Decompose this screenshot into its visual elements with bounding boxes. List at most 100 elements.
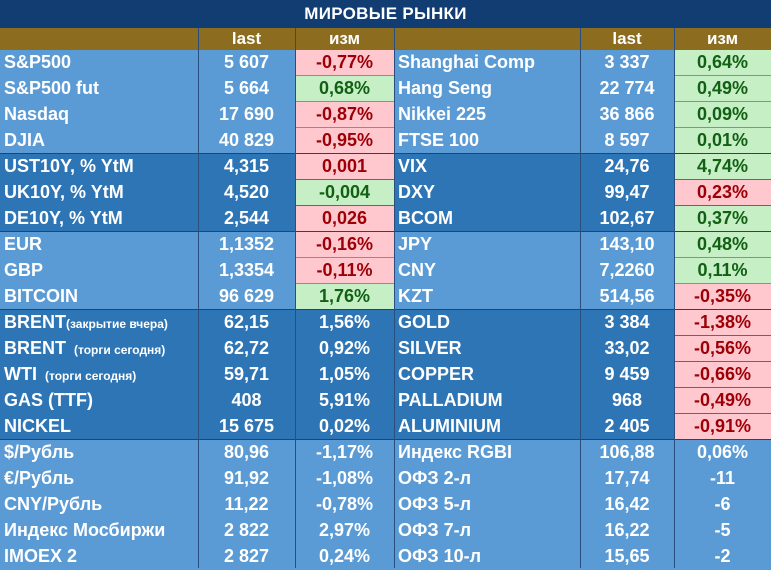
instrument-label: BRENT [4, 338, 66, 358]
change-value: -0,95% [295, 128, 394, 153]
last-value: 11,22 [224, 494, 269, 514]
change-value: -0,35% [674, 284, 771, 309]
change-value: -0,16% [295, 232, 394, 257]
instrument-name-left: €/Рубль [0, 466, 198, 491]
header-change-left: изм [295, 28, 394, 50]
last-value: 15,65 [604, 546, 650, 566]
last-value: 99,47 [604, 182, 650, 202]
last-value: 3 337 [604, 52, 650, 72]
instrument-label: Индекс RGBI [398, 442, 513, 462]
table-row: Nasdaq 17 690 -0,87% Nikkei 225 36 866 0,09% [0, 102, 771, 128]
last-value: 3 384 [604, 312, 650, 332]
last-value: 4,315 [223, 156, 270, 176]
last-value: 16,22 [604, 520, 650, 540]
instrument-name-right: CNY [394, 258, 580, 283]
change-value: 0,68% [295, 76, 394, 101]
change-value: 0,24% [318, 546, 371, 566]
table-row: S&P500 fut 5 664 0,68% Hang Seng 22 774 0,49% [0, 76, 771, 102]
change-value: 0,001 [295, 154, 394, 179]
instrument-name-right: GOLD [394, 310, 580, 335]
instrument-name-right: DXY [394, 180, 580, 205]
last-value: 15 675 [218, 416, 275, 436]
change-value: -0,66% [674, 362, 771, 387]
header-last-right: last [580, 28, 674, 50]
instrument-label: $/Рубль [4, 442, 75, 462]
change-value: -0,56% [674, 336, 771, 361]
change-value: -6 [714, 494, 731, 514]
instrument-label: Nasdaq [4, 104, 70, 124]
instrument-name-right: ОФЗ 7-л [394, 518, 580, 543]
table-title: МИРОВЫЕ РЫНКИ [0, 0, 771, 28]
instrument-name-right: Nikkei 225 [394, 102, 580, 127]
table-row: DE10Y, % YtM 2,544 0,026 BCOM 102,67 0,37% [0, 206, 771, 232]
table-row: Индекс Мосбиржи 2 822 2,97% ОФЗ 7-л 16,22 -5 [0, 518, 771, 544]
change-value: -5 [714, 520, 731, 540]
instrument-label: VIX [398, 156, 428, 176]
instrument-name-right: ОФЗ 5-л [394, 492, 580, 517]
table-row: $/Рубль 80,96 -1,17% Индекс RGBI 106,88 0,06% [0, 440, 771, 466]
instrument-note: (торги сегодня) [45, 369, 137, 383]
table-row: GBP 1,3354 -0,11% CNY 7,2260 0,11% [0, 258, 771, 284]
change-value: 0,92% [318, 338, 371, 358]
change-value: 1,76% [295, 284, 394, 309]
instrument-note: (торги сегодня) [74, 343, 166, 357]
instrument-name-right: VIX [394, 154, 580, 179]
instrument-name-left: BITCOIN [0, 284, 198, 309]
table-row: EUR 1,1352 -0,16% JPY 143,10 0,48% [0, 232, 771, 258]
instrument-label: ОФЗ 2-л [398, 468, 472, 488]
instrument-label: Nikkei 225 [398, 104, 487, 124]
table-row: €/Рубль 91,92 -1,08% ОФЗ 2-л 17,74 -11 [0, 466, 771, 492]
instrument-name-left: $/Рубль [0, 440, 198, 465]
instrument-name-right: Индекс RGBI [394, 440, 580, 465]
table-row: S&P500 5 607 -0,77% Shanghai Comp 3 337 0,64% [0, 50, 771, 76]
change-value: 1,56% [318, 312, 371, 332]
instrument-label: CNY [398, 260, 437, 280]
table-row: IMOEX 2 2 827 0,24% ОФЗ 10-л 15,65 -2 [0, 544, 771, 570]
instrument-label: DE10Y, % YtM [4, 208, 123, 228]
instrument-name-left: Индекс Мосбиржи [0, 518, 198, 543]
header-last-left: last [198, 28, 295, 50]
change-value: -1,38% [674, 310, 771, 335]
instrument-name-left: WTI (торги сегодня) [0, 362, 198, 387]
last-value: 17 690 [218, 104, 275, 124]
last-value: 36 866 [599, 104, 655, 124]
last-value: 1,1352 [218, 234, 275, 254]
instrument-label: GBP [4, 260, 44, 280]
instrument-label: S&P500 [4, 52, 72, 72]
instrument-label: BITCOIN [4, 286, 78, 306]
last-value: 143,10 [599, 234, 655, 254]
instrument-name-left: UK10Y, % YtM [0, 180, 198, 205]
last-value: 5 607 [223, 52, 270, 72]
instrument-name-right: COPPER [394, 362, 580, 387]
column-divider [674, 28, 675, 568]
last-value: 968 [611, 390, 643, 410]
last-value: 102,67 [599, 208, 655, 228]
instrument-label: DJIA [4, 130, 46, 150]
last-value: 514,56 [599, 286, 655, 306]
last-value: 9 459 [604, 364, 650, 384]
instrument-name-left: BRENT (торги сегодня) [0, 336, 198, 361]
instrument-label: BRENT [4, 312, 66, 332]
last-value: 7,2260 [599, 260, 655, 280]
instrument-name-left: CNY/Рубль [0, 492, 198, 517]
change-value: 1,05% [318, 364, 371, 384]
instrument-label: WTI [4, 364, 37, 384]
instrument-name-right: PALLADIUM [394, 388, 580, 413]
change-value: -1,17% [315, 442, 374, 462]
instrument-name-right: BCOM [394, 206, 580, 231]
last-value: 59,71 [223, 364, 270, 384]
last-value: 33,02 [604, 338, 650, 358]
last-value: 2,544 [223, 208, 270, 228]
instrument-label: FTSE 100 [398, 130, 480, 150]
last-value: 62,72 [223, 338, 270, 358]
instrument-name-left: EUR [0, 232, 198, 257]
change-value: 0,64% [674, 50, 771, 75]
instrument-label: ОФЗ 5-л [398, 494, 472, 514]
last-value: 5 664 [223, 78, 270, 98]
instrument-name-left: S&P500 [0, 50, 198, 75]
instrument-label: PALLADIUM [398, 390, 503, 410]
column-divider [394, 28, 395, 568]
instrument-name-right: KZT [394, 284, 580, 309]
last-value: 22 774 [599, 78, 655, 98]
instrument-label: ОФЗ 10-л [398, 546, 482, 566]
